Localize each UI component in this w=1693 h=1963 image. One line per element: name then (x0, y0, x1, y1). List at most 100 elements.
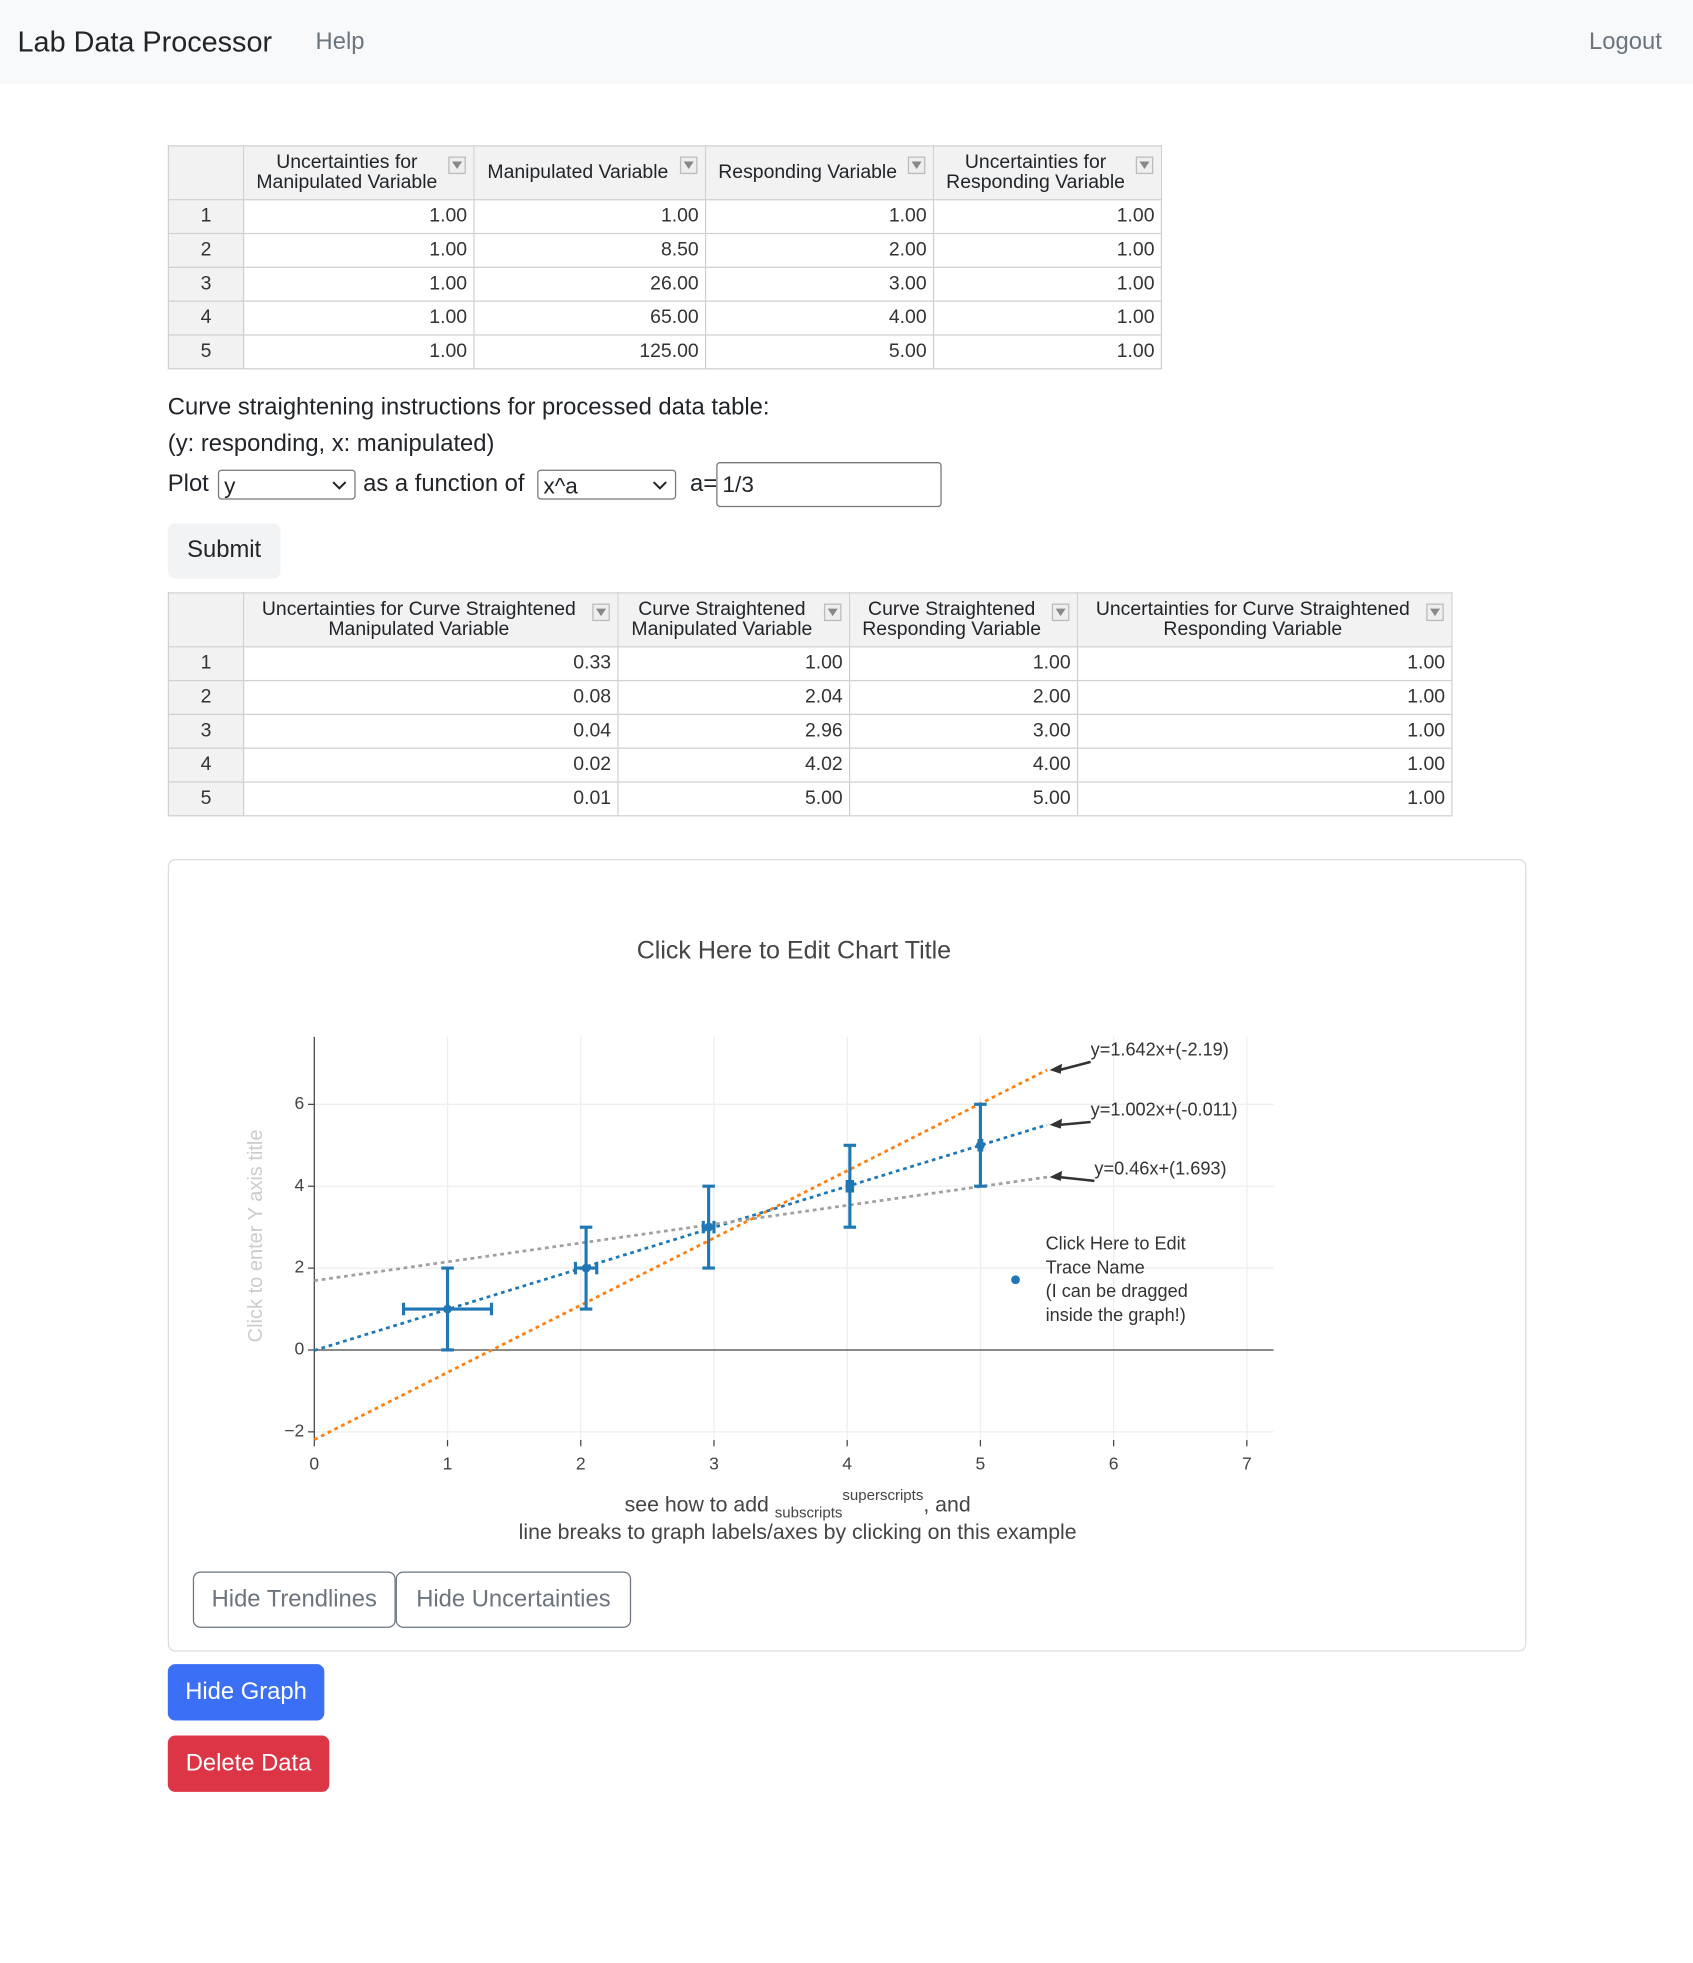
filter-icon[interactable] (1135, 156, 1154, 175)
trendline (313, 1068, 1048, 1441)
cell: 4.00 (848, 747, 1079, 783)
row-label: 3 (167, 266, 245, 302)
trendline-label[interactable]: y=1.002x+(-0.011) (1091, 1099, 1238, 1119)
cell: 2.96 (617, 713, 851, 749)
header-row: Uncertainties for Manipulated Variable Ma… (167, 145, 1163, 201)
label: as a function of (363, 470, 525, 498)
filter-icon[interactable] (823, 603, 842, 622)
cell: 65.00 (473, 300, 707, 336)
filter-icon[interactable] (592, 603, 610, 622)
filter-icon[interactable] (679, 156, 698, 175)
cell: 1.00 (1076, 713, 1453, 749)
annotation-arrow (1059, 1060, 1091, 1072)
data-point (443, 1304, 452, 1314)
y-tick-label: −2 (284, 1420, 304, 1440)
arrow-head (1049, 1170, 1063, 1181)
x-title-part: see how to add (625, 1492, 769, 1516)
instructions: Curve straightening instructions for pro… (167, 394, 770, 421)
cell: 2.00 (848, 679, 1079, 716)
cell: 3.00 (848, 713, 1079, 749)
cell: 2.04 (617, 679, 851, 716)
a-input[interactable]: 1/3 (716, 462, 942, 508)
help-link[interactable]: Help (315, 28, 365, 56)
table-row: 1 1.00 1.00 1.00 1.00 (167, 199, 1163, 235)
y-tick-label: 0 (295, 1339, 305, 1359)
column-header: Uncertainties for Responding Variable (932, 145, 1163, 201)
cell: 0.08 (242, 679, 619, 716)
column-header: Responding Variable (704, 145, 935, 201)
filter-icon[interactable] (1426, 603, 1444, 622)
column-header: Curve Straightened Manipulated Variable (617, 592, 851, 648)
cell: 1.00 (242, 334, 475, 370)
column-header: Uncertainties for Manipulated Variable (242, 145, 475, 201)
trendline-label[interactable]: y=0.46x+(1.693) (1094, 1158, 1226, 1178)
logout-link[interactable]: Logout (1589, 28, 1662, 56)
cell: 1.00 (242, 266, 475, 302)
navbar: Lab Data Processor Help Logout (0, 0, 1693, 84)
column-header: Curve Straightened Responding Variable (848, 592, 1079, 648)
column-header: Uncertainties for Curve Straightened Man… (242, 592, 619, 648)
cell: 5.00 (617, 781, 851, 817)
x-title-part: , and (923, 1492, 970, 1516)
row-label: 4 (167, 747, 245, 783)
table-row: 5 1.00 125.00 5.00 1.00 (167, 334, 1163, 370)
graph-card: Click Here to Edit Chart Title Click to … (167, 859, 1527, 1652)
submit-button[interactable]: Submit (167, 523, 281, 579)
legend-text[interactable]: Trace Name (1046, 1257, 1145, 1277)
legend-text[interactable]: inside the graph!) (1046, 1305, 1186, 1325)
x-tick-label: 7 (1242, 1454, 1252, 1474)
x-axis-title[interactable]: line breaks to graph labels/axes by clic… (519, 1520, 1077, 1544)
select-value: y (224, 473, 236, 499)
hide-uncertainties-button[interactable]: Hide Uncertainties (395, 1571, 632, 1628)
table-row: 2 1.00 8.50 2.00 1.00 (167, 232, 1163, 268)
x-axis-title[interactable]: see how to add subscriptssuperscripts, a… (625, 1487, 971, 1522)
x-tick-label: 4 (842, 1454, 852, 1474)
annotation-arrow (1059, 1120, 1091, 1127)
y-select[interactable]: y (217, 469, 356, 500)
filter-icon[interactable] (448, 156, 466, 175)
arrow-head (1049, 1118, 1063, 1129)
legend-text[interactable]: (I can be dragged (1046, 1281, 1188, 1301)
hide-graph-button[interactable]: Hide Graph (167, 1664, 325, 1721)
row-label: 1 (167, 199, 245, 235)
x-title-sub: subscripts (775, 1505, 843, 1522)
y-tick-label: 6 (295, 1093, 305, 1113)
raw-data-table: Uncertainties for Manipulated Variable Ma… (167, 145, 1163, 370)
x-tick-label: 3 (709, 1454, 719, 1474)
trendline (313, 1123, 1048, 1352)
delete-data-button[interactable]: Delete Data (167, 1735, 330, 1792)
chevron (652, 481, 667, 490)
y-tick-label: 4 (295, 1175, 305, 1195)
table-row: 5 0.01 5.00 5.00 1.00 (167, 781, 1453, 817)
x-select[interactable]: x^a (537, 469, 677, 500)
filter-icon[interactable] (1051, 603, 1070, 622)
x-title-sup: superscripts (842, 1487, 923, 1504)
table-row: 1 0.33 1.00 1.00 1.00 (167, 646, 1453, 682)
y-axis-title[interactable]: Click to enter Y axis title (245, 1129, 267, 1342)
cell: 125.00 (473, 334, 707, 370)
x-tick-label: 6 (1109, 1454, 1119, 1474)
cell: 1.00 (1076, 646, 1453, 682)
cell: 0.04 (242, 713, 619, 749)
x-tick-label: 0 (309, 1454, 319, 1474)
data-point (845, 1181, 855, 1191)
brand[interactable]: Lab Data Processor (17, 25, 273, 58)
table-row: 3 0.04 2.96 3.00 1.00 (167, 713, 1453, 749)
legend-text[interactable]: Click Here to Edit (1046, 1233, 1186, 1253)
cell: 8.50 (473, 232, 707, 268)
cell: 1.00 (932, 266, 1163, 302)
cell: 4.00 (704, 300, 935, 336)
annotation-arrow (1059, 1175, 1095, 1183)
filter-icon[interactable] (907, 156, 926, 175)
x-tick-label: 2 (576, 1454, 586, 1474)
row-label: 5 (167, 334, 245, 370)
chart-title[interactable]: Click Here to Edit Chart Title (637, 936, 951, 964)
cell: 2.00 (704, 232, 935, 268)
data-point (976, 1140, 985, 1150)
instructions: (y: responding, x: manipulated) (167, 430, 495, 458)
hide-trendlines-button[interactable]: Hide Trendlines (192, 1571, 396, 1628)
trendline-label[interactable]: y=1.642x+(-2.19) (1091, 1039, 1229, 1059)
table-row: 3 1.00 26.00 3.00 1.00 (167, 266, 1163, 302)
